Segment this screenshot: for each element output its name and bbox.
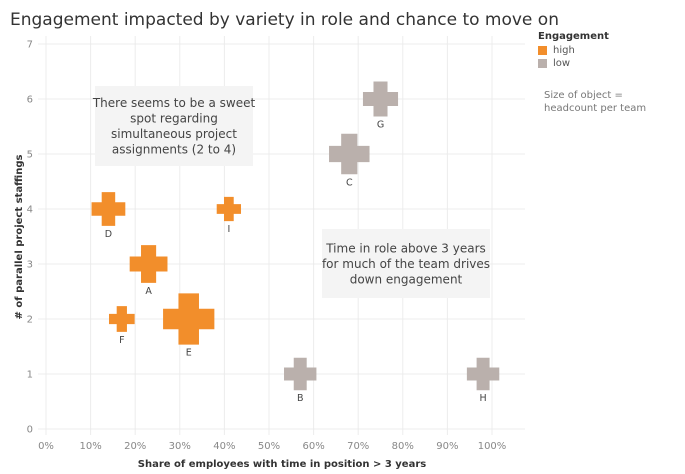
- point-label-i: I: [227, 224, 230, 235]
- data-point-d[interactable]: [91, 192, 126, 226]
- y-axis-label: # of parallel project staffings: [14, 154, 25, 319]
- x-tick-label: 20%: [124, 441, 146, 452]
- point-label-c: C: [346, 177, 353, 188]
- data-point-a[interactable]: [129, 245, 168, 283]
- annotation-line: There seems to be a sweet: [92, 96, 256, 110]
- annotation-box: [95, 86, 253, 166]
- x-tick-label: 80%: [392, 441, 414, 452]
- data-point-e[interactable]: [163, 293, 215, 345]
- data-point-g[interactable]: [362, 81, 399, 117]
- legend-label-low: low: [553, 58, 571, 69]
- legend-label-high: high: [553, 45, 575, 56]
- x-tick-label: 90%: [436, 441, 458, 452]
- y-tick-label: 4: [27, 205, 33, 216]
- legend: Engagement high low: [538, 31, 609, 70]
- y-tick-label: 7: [27, 40, 33, 51]
- point-label-f: F: [119, 335, 124, 346]
- data-point-i[interactable]: [216, 196, 242, 222]
- annotation-line: simultaneous project: [111, 127, 237, 141]
- x-tick-label: 30%: [169, 441, 191, 452]
- x-tick-label: 40%: [213, 441, 235, 452]
- legend-item-low[interactable]: low: [538, 57, 609, 70]
- annotations: There seems to be a sweet spot regardings…: [92, 86, 490, 298]
- data-marks: A B C D E F G H I: [91, 81, 500, 404]
- y-tick-label: 5: [27, 150, 33, 161]
- data-point-c[interactable]: [329, 133, 370, 175]
- x-tick-label: 10%: [79, 441, 101, 452]
- x-tick-label: 60%: [302, 441, 324, 452]
- legend-title: Engagement: [538, 31, 609, 42]
- size-note: Size of object = headcount per team: [544, 90, 647, 114]
- annotation-line: for much of the team drives: [322, 257, 490, 271]
- data-point-f[interactable]: [108, 306, 135, 332]
- legend-swatch-low: [538, 59, 547, 68]
- y-tick-label: 1: [27, 370, 33, 381]
- point-label-g: G: [377, 120, 384, 131]
- y-tick-label: 0: [27, 425, 33, 436]
- annotation-line: down engagement: [350, 272, 463, 286]
- x-tick-label: 100%: [478, 441, 507, 452]
- x-tick-label: 70%: [347, 441, 369, 452]
- y-tick-label: 6: [27, 95, 33, 106]
- y-tick-label: 2: [27, 315, 33, 326]
- legend-item-high[interactable]: high: [538, 44, 609, 57]
- point-label-d: D: [105, 229, 112, 240]
- annotation-line: spot regarding: [130, 112, 218, 126]
- x-tick-label: 50%: [258, 441, 280, 452]
- point-label-h: H: [480, 393, 487, 404]
- y-tick-label: 3: [27, 260, 33, 271]
- x-tick-label: 0%: [38, 441, 54, 452]
- annotation-line: Time in role above 3 years: [325, 241, 486, 255]
- annotation-line: assignments (2 to 4): [112, 143, 236, 157]
- legend-swatch-high: [538, 46, 547, 55]
- x-axis-label: Share of employees with time in position…: [138, 459, 426, 470]
- point-label-a: A: [145, 286, 152, 297]
- point-label-e: E: [186, 348, 192, 359]
- data-point-b[interactable]: [284, 357, 317, 391]
- data-point-h[interactable]: [466, 357, 500, 391]
- chart-title: Engagement impacted by variety in role a…: [10, 10, 559, 30]
- annotation-box: [322, 229, 490, 298]
- point-label-b: B: [297, 393, 304, 404]
